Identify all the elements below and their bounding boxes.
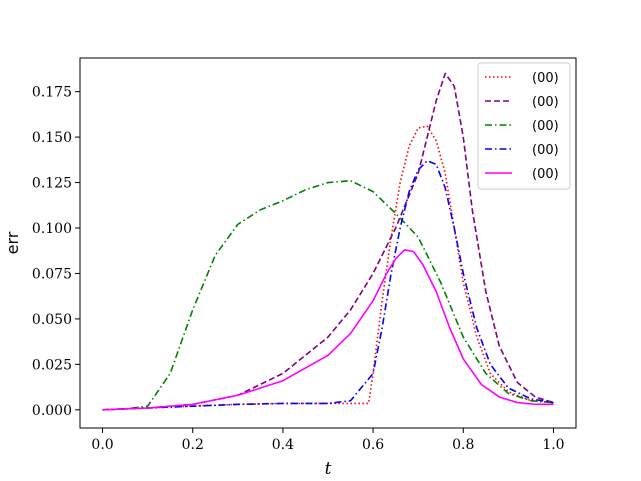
series-line-3	[102, 179, 554, 411]
x-tick-label: 0.2	[182, 437, 204, 453]
y-tick-label: 0.050	[32, 312, 72, 328]
series-line-2	[102, 72, 554, 411]
series-line-1	[102, 125, 554, 411]
plot-lines	[102, 72, 554, 411]
x-tick-label: 0.6	[362, 437, 384, 453]
legend: (00) (00) (00) (00) (00)	[477, 62, 571, 190]
y-tick-label: 0.175	[32, 85, 72, 101]
y-tick-label: 0.150	[32, 130, 72, 146]
y-tick-label: 0.025	[32, 357, 72, 373]
legend-label: (00)	[532, 167, 559, 182]
y-tick-label: 0.075	[32, 266, 72, 282]
y-tick-label: 0.100	[32, 221, 72, 237]
plot-frame	[79, 57, 577, 429]
y-axis-label: err	[3, 231, 22, 254]
x-tick-label: 0.4	[272, 437, 294, 453]
legend-label: (00)	[532, 143, 559, 158]
series-line-5	[102, 249, 554, 411]
y-axis: 0.000 0.025 0.050 0.075 0.100 0.125 0.150 0.175	[32, 85, 80, 419]
legend-label: (00)	[532, 95, 559, 110]
x-tick-label: 0.0	[91, 437, 113, 453]
y-tick-label: 0.125	[32, 176, 72, 192]
x-axis-label: t	[325, 459, 332, 479]
series-line-4	[102, 159, 554, 411]
legend-label: (00)	[532, 119, 559, 134]
x-axis: 0.0 0.2 0.4 0.6 0.8 1.0	[91, 428, 565, 453]
y-tick-label: 0.000	[32, 403, 72, 419]
legend-box	[477, 62, 571, 190]
x-tick-label: 0.8	[452, 437, 474, 453]
legend-label: (00)	[532, 71, 559, 86]
x-tick-label: 1.0	[542, 437, 564, 453]
